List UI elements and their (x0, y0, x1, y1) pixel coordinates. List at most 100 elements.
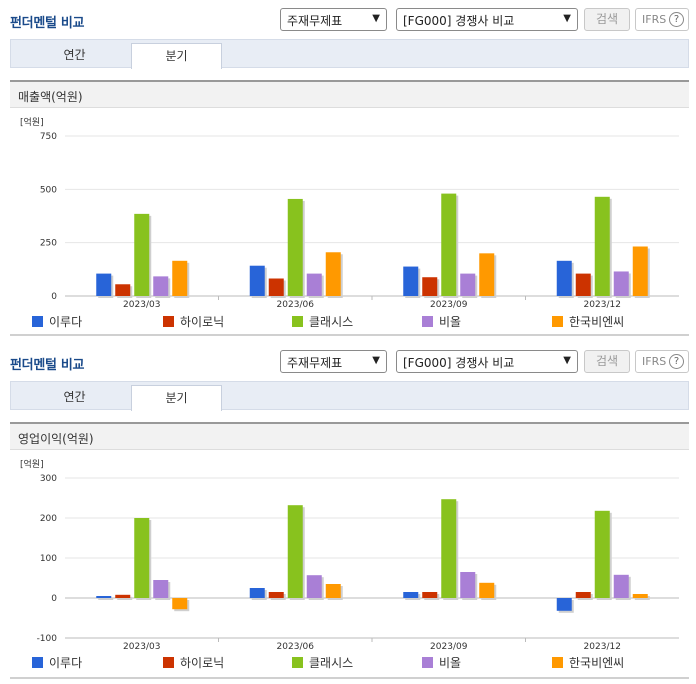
y-tick-label: 200 (40, 514, 57, 524)
legend-label: 이루다 (49, 315, 83, 329)
bar-한국비엔씨 (479, 253, 495, 296)
chart-section-header: 매출액(억원) (10, 80, 689, 108)
bar-하이로닉 (575, 273, 591, 296)
ifrs-help-button[interactable]: IFRS? (635, 350, 689, 373)
y-tick-label: 0 (51, 292, 57, 302)
chart-legend: 이루다 하이로닉 클래시스 비올 한국비엔씨 (10, 313, 689, 331)
chevron-down-icon: ▼ (372, 355, 380, 366)
ifrs-label: IFRS (642, 355, 667, 368)
bar-클래시스 (441, 499, 457, 598)
bar-한국비엔씨 (325, 584, 341, 598)
x-tick-label: 2023/06 (277, 642, 315, 650)
panel-title: 펀더멘털 비교 (10, 16, 85, 31)
y-tick-label: 0 (51, 594, 57, 604)
ifrs-help-button[interactable]: IFRS? (635, 8, 689, 31)
statement-select[interactable]: 주재무제표 ▼ (280, 8, 387, 31)
help-icon: ? (669, 12, 684, 27)
bar-이루다 (556, 260, 572, 296)
panel-bottom-rule (10, 677, 689, 679)
bar-클래시스 (287, 505, 303, 598)
y-unit-label: [억원] (20, 116, 44, 128)
x-tick-label: 2023/03 (123, 642, 160, 650)
bar-이루다 (556, 598, 572, 611)
bar-클래시스 (594, 196, 610, 296)
legend-swatch (163, 657, 174, 668)
search-button[interactable]: 검색 (584, 350, 630, 373)
y-tick-label: 750 (40, 132, 57, 142)
bar-클래시스 (287, 198, 303, 296)
legend-item[interactable]: 클래시스 (292, 654, 353, 671)
bar-비올 (153, 276, 169, 296)
peer-group-select[interactable]: [FG000] 경쟁사 비교 ▼ (396, 8, 578, 31)
bar-이루다 (249, 588, 265, 598)
chart-section-header: 영업이익(억원) (10, 422, 689, 450)
legend-label: 클래시스 (309, 315, 354, 329)
tab-annual[interactable]: 연간 (63, 390, 86, 404)
bar-하이로닉 (268, 592, 284, 598)
bar-한국비엔씨 (325, 252, 341, 296)
statement-select-value: 주재무제표 (287, 14, 343, 28)
x-tick-label: 2023/12 (584, 642, 621, 650)
bar-한국비엔씨 (479, 582, 495, 598)
bar-클래시스 (134, 213, 150, 296)
legend-item[interactable]: 클래시스 (292, 313, 353, 330)
panel-header: 펀더멘털 비교 주재무제표 ▼ [FG000] 경쟁사 비교 ▼ 검색 IFRS? (0, 342, 696, 374)
y-tick-label: 300 (40, 474, 57, 484)
bar-비올 (460, 572, 476, 598)
bar-chart: [억원] 0 250 500 750 2023/03 2023/06 2023/09 2023/… (20, 116, 679, 308)
legend-swatch (32, 657, 43, 668)
statement-select[interactable]: 주재무제표 ▼ (280, 350, 387, 373)
bar-이루다 (249, 265, 265, 296)
bar-비올 (153, 580, 169, 598)
legend-swatch (32, 316, 43, 327)
tab-annual[interactable]: 연간 (63, 48, 86, 62)
bar-비올 (613, 271, 629, 296)
chevron-down-icon: ▼ (563, 13, 571, 24)
bar-비올 (613, 574, 629, 598)
x-tick-label: 2023/12 (584, 300, 621, 308)
peer-group-select[interactable]: [FG000] 경쟁사 비교 ▼ (396, 350, 578, 373)
legend-swatch (552, 316, 563, 327)
x-tick-label: 2023/06 (277, 300, 315, 308)
legend-swatch (422, 657, 433, 668)
legend-label: 하이로닉 (180, 315, 225, 329)
bar-하이로닉 (575, 592, 591, 598)
bar-클래시스 (594, 510, 610, 598)
legend-label: 한국비엔씨 (569, 315, 625, 329)
y-tick-label: -100 (37, 634, 58, 644)
fundamental-panel: 펀더멘털 비교 주재무제표 ▼ [FG000] 경쟁사 비교 ▼ 검색 IFRS? 연간 분기 매… (10, 8, 689, 336)
tab-quarterly[interactable]: 분기 (131, 385, 222, 411)
period-tabs: 연간 분기 (10, 39, 689, 69)
bar-비올 (306, 273, 322, 296)
legend-swatch (292, 657, 303, 668)
bar-하이로닉 (422, 592, 438, 598)
legend-item[interactable]: 이루다 (32, 313, 82, 330)
bar-shadow (98, 598, 114, 600)
bar-하이로닉 (422, 277, 438, 296)
chart-legend: 이루다 하이로닉 클래시스 비올 한국비엔씨 (10, 654, 689, 672)
peer-group-select-value: [FG000] 경쟁사 비교 (403, 356, 515, 370)
help-icon: ? (669, 354, 684, 369)
x-tick-label: 2023/09 (430, 300, 468, 308)
panel-bottom-rule (10, 334, 689, 336)
tab-quarterly[interactable]: 분기 (131, 43, 222, 69)
chevron-down-icon: ▼ (372, 13, 380, 24)
statement-select-value: 주재무제표 (287, 356, 343, 370)
legend-item[interactable]: 한국비엔씨 (552, 654, 624, 671)
y-tick-label: 500 (40, 185, 57, 195)
period-tabs: 연간 분기 (10, 381, 689, 411)
legend-item[interactable]: 비올 (422, 313, 461, 330)
chevron-down-icon: ▼ (563, 355, 571, 366)
chart-title: 매출액(억원) (18, 90, 83, 104)
legend-item[interactable]: 하이로닉 (163, 313, 224, 330)
bar-클래시스 (134, 518, 150, 598)
y-tick-label: 250 (40, 239, 57, 249)
bar-하이로닉 (115, 594, 131, 598)
legend-item[interactable]: 이루다 (32, 654, 82, 671)
search-button[interactable]: 검색 (584, 8, 630, 31)
legend-item[interactable]: 비올 (422, 654, 461, 671)
legend-item[interactable]: 한국비엔씨 (552, 313, 624, 330)
bar-한국비엔씨 (172, 598, 188, 610)
legend-item[interactable]: 하이로닉 (163, 654, 224, 671)
bar-하이로닉 (268, 278, 284, 296)
